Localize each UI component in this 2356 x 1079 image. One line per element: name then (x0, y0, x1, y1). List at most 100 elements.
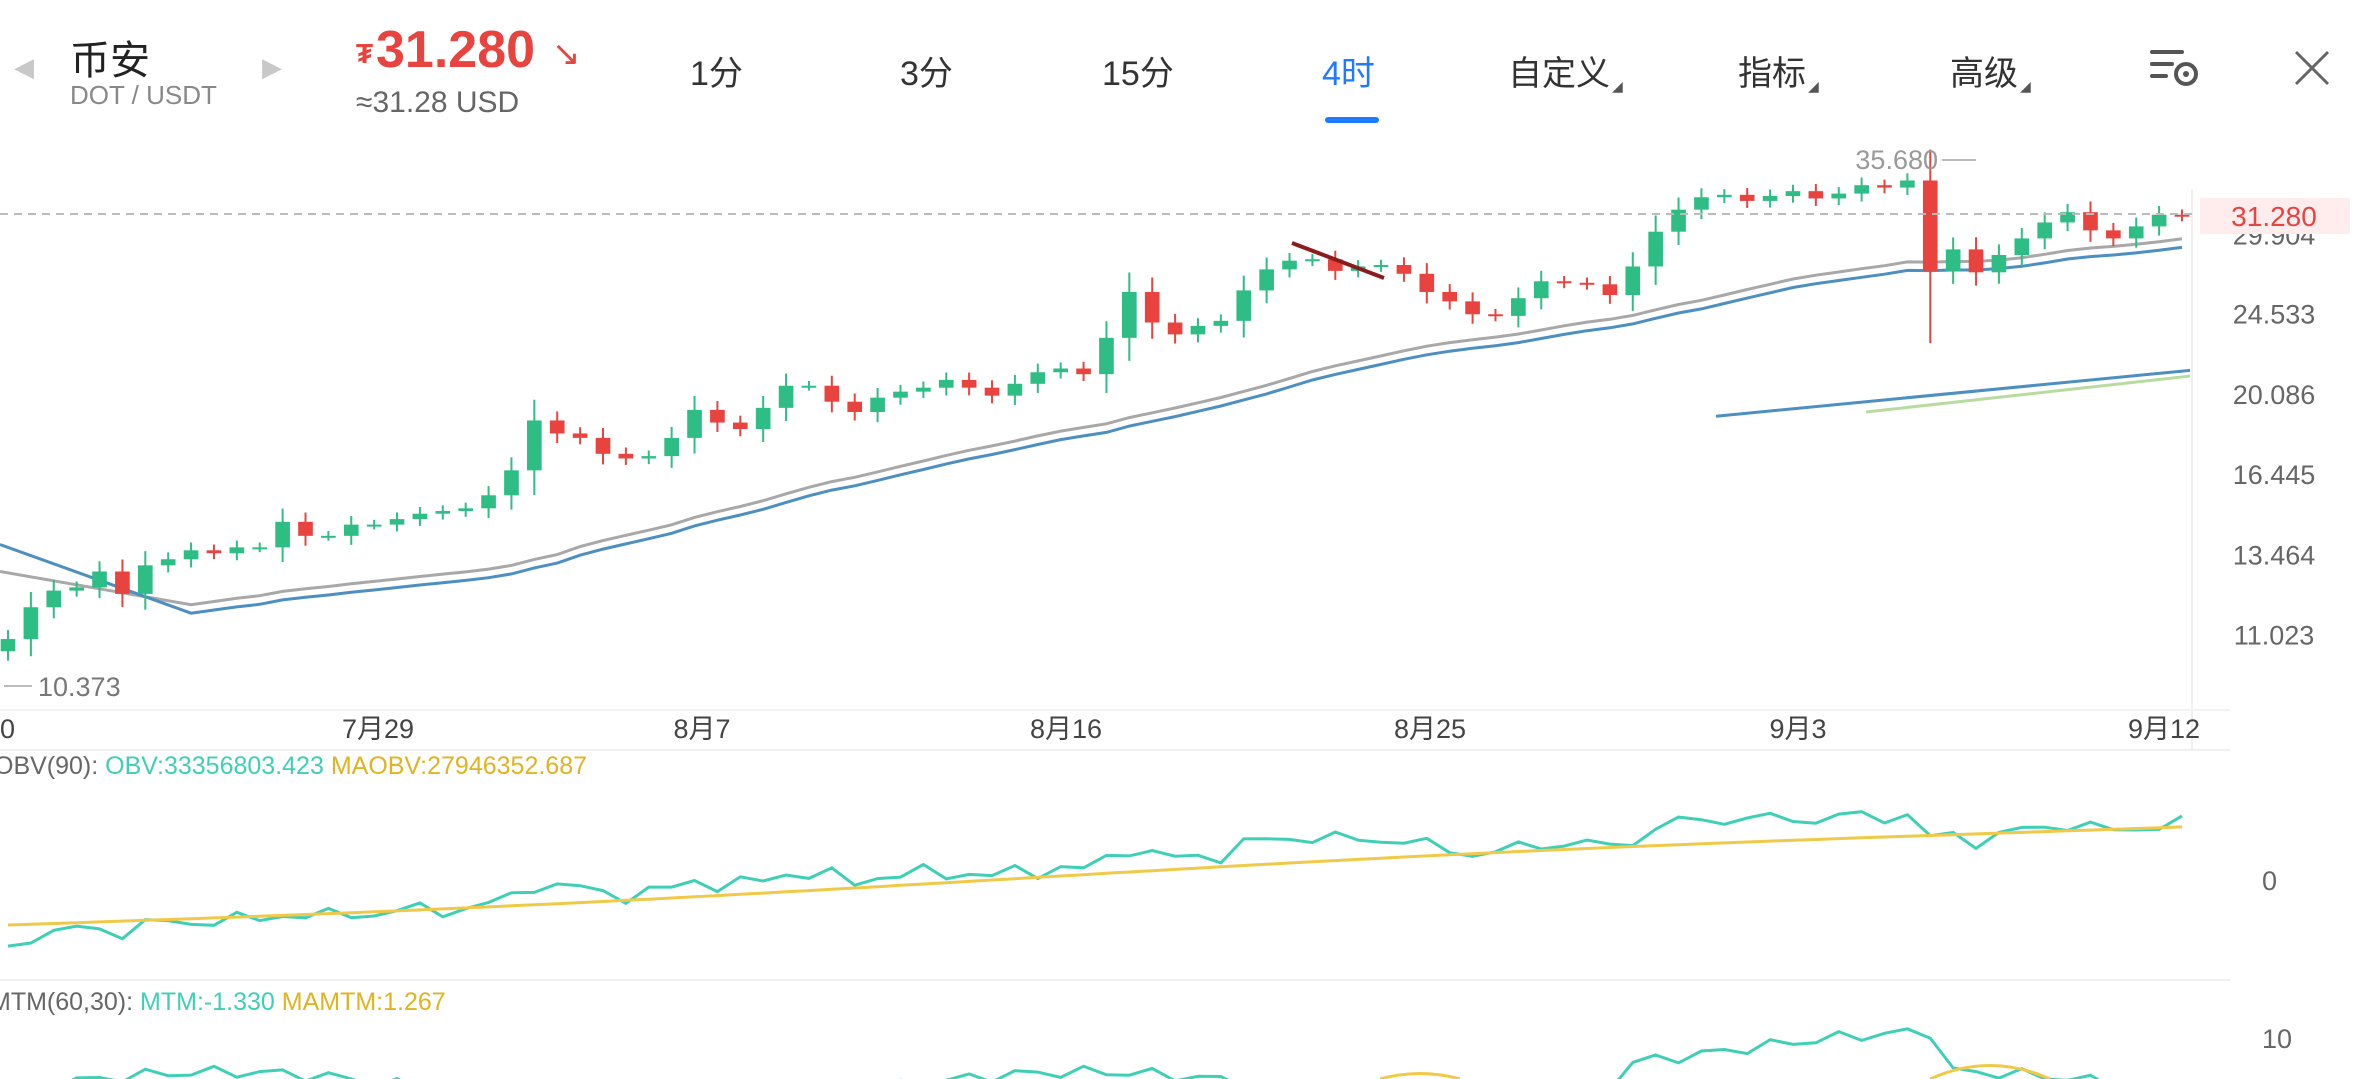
ma-gray-line (0, 237, 2183, 607)
tab-advanced[interactable]: 高级 ◢ (1950, 46, 2031, 95)
candle (1282, 252, 1297, 278)
candle (137, 551, 153, 610)
candle (1030, 363, 1046, 393)
candle (321, 531, 336, 541)
tab-label: 自定义 (1508, 55, 1610, 93)
ma-blue-line (0, 245, 2183, 615)
chevron-right-icon[interactable]: ▶ (262, 52, 282, 82)
tab-label: 指标 (1738, 55, 1806, 93)
ma-long-blue-line (1715, 368, 2191, 418)
chart-settings-icon[interactable] (2148, 46, 2202, 88)
current-price-label: 31.280 (2231, 201, 2317, 232)
tab-15min[interactable]: 15分 (1102, 46, 1174, 95)
candle (1579, 277, 1595, 290)
candle (1785, 184, 1801, 203)
candle (1556, 275, 1572, 289)
date-tick-label: 7月29 (342, 714, 414, 744)
chart-header: ◀ 币安 DOT / USDT ▶ ₮ 31.280 ↘ ≈31.28 USD … (0, 0, 2356, 130)
candle (2151, 205, 2167, 236)
candlesticks (0, 149, 2190, 661)
candle (1762, 189, 1778, 208)
candle (1922, 149, 1938, 344)
candle (1808, 183, 1824, 206)
candle (801, 380, 817, 391)
tab-indicators[interactable]: 指标 ◢ (1738, 46, 1819, 95)
candle (1739, 187, 1755, 208)
obv-title: OBV(90): (0, 752, 99, 780)
candle (389, 512, 405, 532)
candle (2174, 209, 2190, 222)
date-tick-label: 8月7 (673, 714, 730, 744)
candle (2014, 228, 2030, 267)
candle (1945, 237, 1961, 284)
close-icon[interactable] (2292, 48, 2332, 88)
candle (1488, 308, 1503, 322)
current-price-tag (2200, 198, 2350, 234)
candle (1327, 250, 1343, 280)
date-axis: 0 7月29 8月7 8月16 8月25 9月3 9月12 (0, 714, 2200, 744)
candle (23, 592, 39, 657)
candle (916, 381, 931, 398)
dropdown-caret-icon: ◢ (2020, 78, 2031, 94)
drawn-trendline (1291, 241, 1385, 280)
date-tick-label: 9月12 (2128, 714, 2200, 744)
date-tick-label: 8月25 (1394, 714, 1466, 744)
maobv-line (7, 825, 2183, 927)
candle (252, 542, 268, 553)
mtm-value: MTM:-1.330 (140, 988, 275, 1016)
moving-average-lines (0, 237, 2191, 615)
candle (1144, 277, 1160, 339)
candle (710, 400, 725, 433)
chevron-left-icon[interactable]: ◀ (14, 52, 34, 82)
pair-name[interactable]: 币安 (70, 39, 150, 83)
candle (1259, 257, 1274, 304)
mtm-legend: MTM(60,30): MTM:-1.330 MAMTM:1.267 (0, 988, 446, 1017)
candle (1968, 237, 1984, 286)
obv-value: OBV:33356803.423 (105, 752, 324, 780)
price-tick-label: 16.445 (2233, 460, 2316, 490)
candle (527, 399, 542, 496)
candle (1991, 244, 2007, 284)
maobv-value: MAOBV:27946352.687 (330, 752, 588, 780)
candle (115, 559, 130, 607)
obv-axis-zero: 0 (2262, 866, 2277, 896)
candle (1305, 253, 1320, 267)
candle (1099, 321, 1114, 394)
candle (458, 502, 474, 517)
candle (549, 411, 565, 444)
candle (1122, 272, 1137, 361)
candle (504, 457, 519, 510)
candle (1373, 259, 1389, 272)
obv-legend: OBV(90): OBV:33356803.423 MAOBV:27946352… (0, 752, 587, 781)
candle (961, 372, 977, 396)
candle (1190, 318, 1206, 343)
candle (572, 427, 588, 445)
candle (641, 450, 657, 465)
tab-1min[interactable]: 1分 (690, 46, 743, 95)
high-label: 35.680 (1855, 145, 1938, 175)
candle (1419, 263, 1435, 304)
low-label: 10.373 (38, 672, 121, 702)
candle (412, 507, 428, 526)
candle (481, 486, 496, 519)
candle (1854, 177, 1869, 202)
candle (778, 373, 794, 422)
mamtm-line (1379, 1064, 2051, 1079)
candle (938, 372, 954, 396)
candle (1442, 284, 1458, 310)
tab-label: 4时 (1322, 55, 1375, 93)
tab-label: 1分 (690, 55, 743, 93)
tab-4h[interactable]: 4时 (1322, 46, 1375, 95)
date-tick-label: 9月3 (1769, 714, 1826, 744)
mtm-title: MTM(60,30): (0, 988, 134, 1016)
candle (664, 426, 679, 468)
active-tab-indicator (1325, 117, 1379, 123)
candle (1007, 374, 1023, 405)
candle (2037, 212, 2053, 250)
candle (1511, 287, 1526, 328)
tab-custom[interactable]: 自定义 ◢ (1508, 46, 1623, 95)
candle (1877, 179, 1892, 194)
tab-3min[interactable]: 3分 (900, 46, 953, 95)
candle (343, 516, 359, 545)
